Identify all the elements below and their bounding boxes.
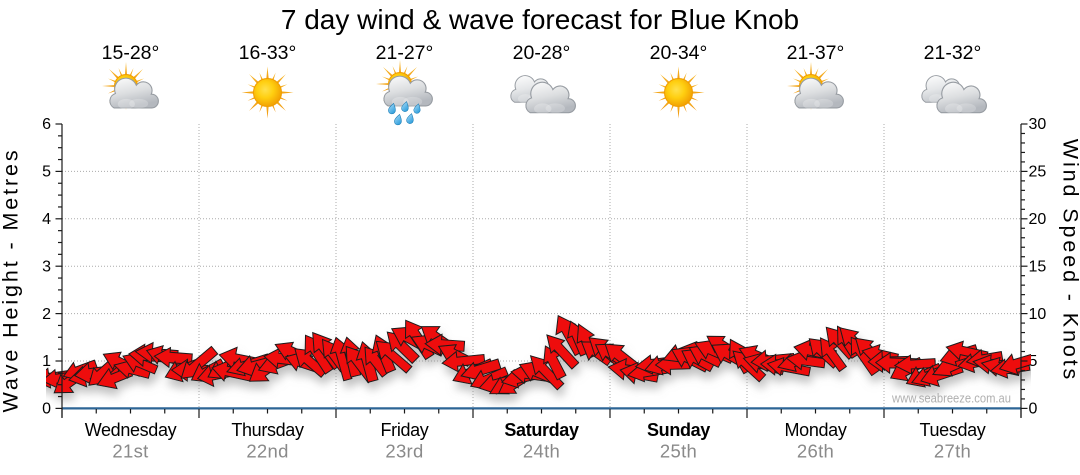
svg-text:Thursday: Thursday [231,420,304,440]
svg-text:20-34°: 20-34° [650,42,708,64]
svg-text:24th: 24th [523,441,560,462]
svg-text:Wednesday: Wednesday [85,420,177,440]
svg-text:2: 2 [42,306,51,323]
svg-text:Sunday: Sunday [647,420,710,440]
svg-text:30: 30 [1029,116,1047,133]
svg-text:15-28°: 15-28° [102,42,160,64]
svg-text:4: 4 [42,211,51,228]
svg-text:22nd: 22nd [246,441,288,462]
svg-text:Wave Height - Metres: Wave Height - Metres [0,147,23,412]
svg-text:www.seabreeze.com.au: www.seabreeze.com.au [891,391,1011,406]
svg-text:10: 10 [1029,306,1047,323]
svg-text:0: 0 [42,401,51,418]
svg-text:20-28°: 20-28° [513,42,571,64]
svg-text:Saturday: Saturday [504,420,579,440]
svg-text:Tuesday: Tuesday [920,420,986,440]
svg-text:5: 5 [1029,353,1038,370]
svg-text:3: 3 [42,258,51,275]
svg-text:21st: 21st [112,441,148,462]
svg-text:25th: 25th [660,441,697,462]
svg-text:7 day wind & wave forecast for: 7 day wind & wave forecast for Blue Knob [281,4,799,35]
svg-text:0: 0 [1029,401,1038,418]
svg-text:23rd: 23rd [385,441,423,462]
svg-text:20: 20 [1029,211,1047,228]
svg-text:15: 15 [1029,258,1047,275]
svg-text:21-32°: 21-32° [924,42,982,64]
svg-text:5: 5 [42,164,51,181]
svg-text:16-33°: 16-33° [239,42,297,64]
svg-text:Monday: Monday [785,420,847,440]
svg-text:26th: 26th [797,441,834,462]
svg-text:21-37°: 21-37° [787,42,845,64]
svg-text:21-27°: 21-27° [376,42,434,64]
svg-text:25: 25 [1029,164,1047,181]
svg-text:1: 1 [42,353,51,370]
svg-text:Wind Speed - Knots: Wind Speed - Knots [1059,139,1080,382]
svg-text:27th: 27th [934,441,971,462]
svg-text:Friday: Friday [381,420,429,440]
svg-text:6: 6 [42,116,51,133]
